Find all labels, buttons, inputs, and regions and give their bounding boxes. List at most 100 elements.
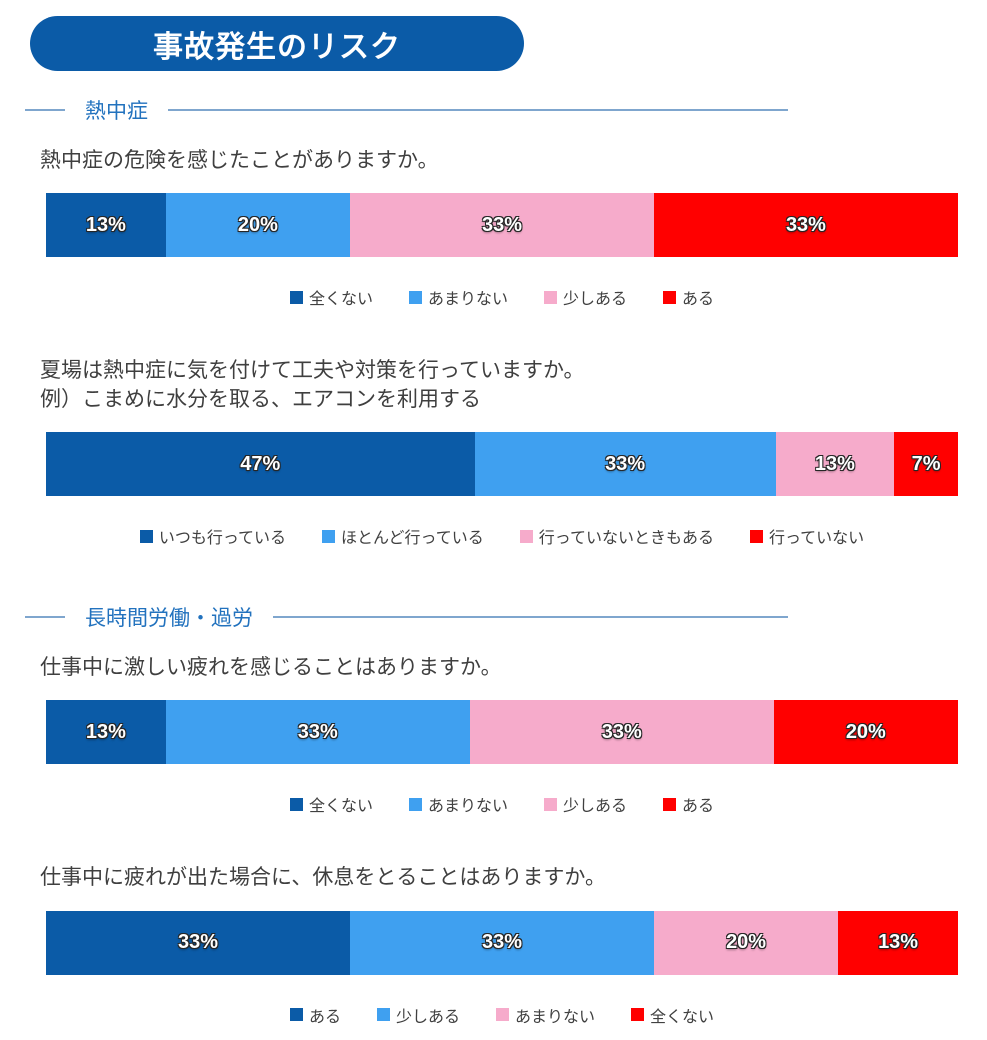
bar-segment-value: 20% bbox=[237, 213, 278, 236]
chart-block-fatigue: 仕事中に激しい疲れを感じることはありますか。 13% 33% 33% 20% 全くない… bbox=[0, 654, 987, 816]
bar-segment: 33% bbox=[653, 193, 958, 258]
bar-segment: 33% bbox=[474, 432, 776, 497]
bar-segment-value: 33% bbox=[605, 452, 646, 475]
legend-item: あまりない bbox=[496, 1003, 595, 1027]
chart-legend: 全くない あまりない 少しある ある bbox=[46, 792, 958, 816]
legend-swatch-icon bbox=[289, 1008, 303, 1022]
legend-label: ほとんど行っている bbox=[341, 530, 484, 548]
section-divider-left bbox=[25, 109, 65, 111]
bar-segment: 33% bbox=[165, 700, 470, 765]
section-header-heatstroke: 熱中症 bbox=[25, 95, 788, 125]
legend-swatch-icon bbox=[519, 529, 533, 543]
bar-segment: 33% bbox=[349, 910, 654, 975]
question-text: 熱中症の危険を感じたことがありますか。 bbox=[40, 149, 439, 172]
legend-label: 全くない bbox=[650, 1008, 715, 1026]
legend-label: ある bbox=[682, 291, 715, 309]
legend-swatch-icon bbox=[139, 529, 153, 543]
legend-item: ある bbox=[289, 1003, 341, 1027]
legend-item: ある bbox=[663, 792, 714, 816]
stacked-bar-chart: 13% 33% 33% 20% bbox=[46, 700, 958, 765]
bar-segment-value: 33% bbox=[177, 931, 218, 954]
section-divider-right bbox=[273, 616, 788, 619]
chart-legend: ある 少しある あまりない 全くない bbox=[46, 1003, 958, 1027]
bar-segment-value: 13% bbox=[814, 452, 855, 475]
bar-segment: 13% bbox=[46, 700, 166, 765]
legend-item: 少しある bbox=[544, 792, 627, 816]
chart-block-heatstroke-risk: 熱中症の危険を感じたことがありますか。 13% 20% 33% 33% 全くない あまり… bbox=[0, 147, 987, 309]
page: 事故発生のリスク 熱中症 熱中症の危険を感じたことがありますか。 13% 20% 3… bbox=[0, 16, 987, 1027]
section-header-overwork: 長時間労働・過労 bbox=[25, 602, 788, 632]
legend-label: 全くない bbox=[308, 798, 373, 816]
question-text: 仕事中に疲れが出た場合に、休息をとることはありますか。 bbox=[40, 866, 606, 890]
legend-item: ある bbox=[663, 285, 714, 309]
legend-swatch-icon bbox=[631, 1008, 645, 1022]
legend-item: 少しある bbox=[544, 285, 627, 309]
chart-block-rest: 仕事中に疲れが出た場合に、休息をとることはありますか。 33% 33% 20% 13%… bbox=[0, 864, 987, 1026]
legend-swatch-icon bbox=[544, 290, 557, 304]
chart-legend: 全くない あまりない 少しある ある bbox=[46, 285, 958, 309]
legend-label: ある bbox=[682, 798, 715, 816]
legend-swatch-icon bbox=[376, 1008, 390, 1022]
legend-label: ある bbox=[308, 1008, 341, 1026]
legend-swatch-icon bbox=[663, 797, 677, 811]
bar-segment: 20% bbox=[653, 910, 839, 975]
chart-legend: いつも行っている ほとんど行っている 行っていないときもある 行っていない bbox=[46, 524, 958, 548]
legend-item: いつも行っている bbox=[139, 524, 287, 548]
stacked-bar-chart: 47% 33% 13% 7% bbox=[46, 432, 958, 497]
legend-item: あまりない bbox=[408, 285, 508, 309]
bar-segment: 33% bbox=[469, 700, 774, 765]
legend-label: 少しある bbox=[563, 798, 628, 816]
legend-item: 全くない bbox=[289, 285, 373, 309]
legend-swatch-icon bbox=[289, 797, 303, 811]
section-heatstroke: 熱中症 熱中症の危険を感じたことがありますか。 13% 20% 33% 33% 全くな… bbox=[0, 95, 987, 548]
bar-segment-value: 13% bbox=[85, 213, 126, 236]
legend-label: あまりない bbox=[515, 1008, 596, 1026]
stacked-bar-chart: 33% 33% 20% 13% bbox=[46, 910, 958, 975]
legend-label: いつも行っている bbox=[158, 530, 287, 548]
bar-segment-value: 33% bbox=[297, 720, 338, 743]
section-divider-left bbox=[25, 616, 65, 619]
legend-item: 少しある bbox=[376, 1003, 460, 1027]
legend-swatch-icon bbox=[544, 797, 557, 811]
bar-segment-value: 13% bbox=[878, 931, 919, 954]
bar-segment: 20% bbox=[165, 193, 350, 258]
legend-item: あまりない bbox=[408, 792, 508, 816]
legend-label: 少しある bbox=[563, 291, 628, 309]
legend-swatch-icon bbox=[749, 529, 763, 543]
legend-swatch-icon bbox=[322, 529, 336, 543]
bar-segment-value: 47% bbox=[240, 452, 281, 475]
bar-segment: 13% bbox=[46, 193, 166, 258]
legend-swatch-icon bbox=[289, 290, 303, 304]
bar-segment: 13% bbox=[775, 432, 895, 497]
page-title-badge: 事故発生のリスク bbox=[30, 16, 524, 71]
bar-segment-value: 33% bbox=[601, 720, 642, 743]
bar-segment-value: 33% bbox=[481, 931, 522, 954]
bar-segment: 20% bbox=[773, 700, 958, 765]
question-text: 仕事中に激しい疲れを感じることはありますか。 bbox=[40, 656, 502, 680]
bar-segment: 47% bbox=[46, 432, 475, 497]
legend-item: 行っていないときもある bbox=[519, 524, 714, 548]
bar-segment-value: 33% bbox=[481, 213, 522, 236]
question-text: 夏場は熱中症に気を付けて工夫や対策を行っていますか。 bbox=[40, 359, 585, 383]
section-title: 熱中症 bbox=[85, 100, 148, 123]
bar-segment: 33% bbox=[349, 193, 654, 258]
question-example-text: 例）こまめに水分を取る、エアコンを利用する bbox=[40, 387, 481, 411]
legend-swatch-icon bbox=[408, 290, 422, 304]
stacked-bar-chart: 13% 20% 33% 33% bbox=[46, 193, 958, 258]
legend-item: 全くない bbox=[289, 792, 373, 816]
legend-item: ほとんど行っている bbox=[322, 524, 484, 548]
bar-segment-value: 13% bbox=[85, 720, 126, 743]
legend-swatch-icon bbox=[496, 1008, 509, 1022]
legend-label: あまりない bbox=[427, 291, 508, 309]
bar-segment: 33% bbox=[46, 910, 350, 975]
bar-segment-value: 7% bbox=[911, 452, 941, 475]
bar-segment-value: 20% bbox=[845, 720, 886, 743]
legend-label: 少しある bbox=[395, 1008, 460, 1026]
legend-label: 行っていない bbox=[768, 530, 865, 548]
legend-label: 全くない bbox=[308, 291, 373, 309]
legend-item: 全くない bbox=[631, 1003, 714, 1027]
bar-segment-value: 20% bbox=[726, 931, 767, 954]
legend-label: あまりない bbox=[427, 798, 508, 816]
legend-swatch-icon bbox=[408, 797, 422, 811]
section-divider-right bbox=[168, 109, 788, 111]
